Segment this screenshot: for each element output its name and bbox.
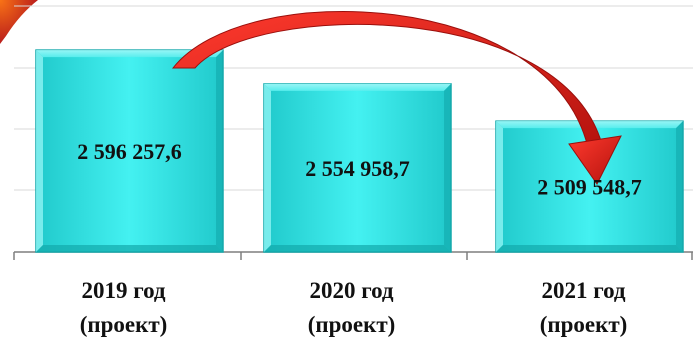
trend-arrow-shape — [171, 10, 622, 185]
bar-value-label: 2 554 958,7 — [305, 156, 410, 181]
bar-value-label: 2 509 548,7 — [537, 175, 642, 200]
bars — [35, 49, 684, 253]
bar-value-label: 2 596 257,6 — [77, 139, 182, 164]
trend-arrow — [171, 10, 622, 185]
x-axis — [13, 251, 693, 260]
bar — [263, 83, 452, 253]
labels: 2 596 257,6 2019 год (проект) 2 554 958,7 20… — [77, 139, 642, 337]
bar — [35, 49, 224, 253]
x-tick-label: 2020 год (проект) — [308, 278, 396, 337]
corner-accent — [0, 0, 38, 44]
x-tick-label: 2019 год (проект) — [80, 278, 168, 337]
x-tick-label: 2021 год (проект) — [540, 278, 628, 337]
